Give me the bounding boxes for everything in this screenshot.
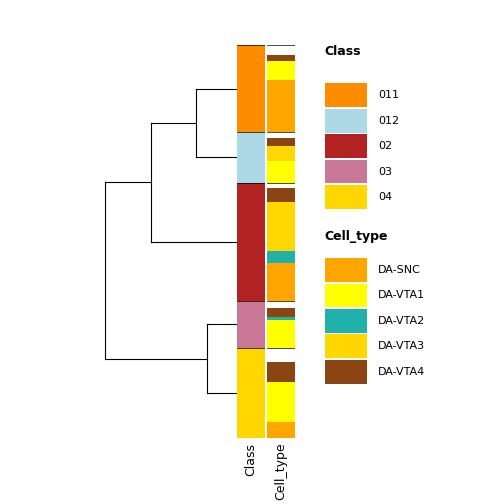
Bar — [325, 360, 367, 384]
Bar — [267, 362, 295, 382]
Text: 012: 012 — [378, 116, 399, 126]
Bar — [267, 55, 295, 61]
Bar — [267, 308, 295, 318]
Bar — [267, 382, 295, 422]
Text: 04: 04 — [378, 192, 392, 202]
Bar — [325, 309, 367, 333]
Bar — [267, 161, 295, 183]
Text: DA-VTA2: DA-VTA2 — [378, 316, 425, 326]
Text: DA-VTA4: DA-VTA4 — [378, 366, 425, 376]
Bar — [267, 320, 295, 348]
Bar — [267, 318, 295, 320]
X-axis label: Class: Class — [244, 443, 257, 476]
Bar — [237, 301, 265, 348]
Bar — [325, 84, 367, 107]
Text: DA-SNC: DA-SNC — [378, 265, 421, 275]
Bar — [325, 334, 367, 358]
Text: Cell_type: Cell_type — [325, 229, 388, 242]
Bar — [325, 258, 367, 282]
Text: 011: 011 — [378, 90, 399, 100]
Bar — [237, 348, 265, 438]
Bar — [325, 283, 367, 307]
Bar — [325, 134, 367, 158]
Bar — [325, 185, 367, 209]
Bar — [267, 202, 295, 251]
Text: Class: Class — [325, 45, 361, 58]
Bar — [267, 187, 295, 202]
X-axis label: Cell_type: Cell_type — [275, 443, 287, 500]
Bar — [237, 132, 265, 183]
Bar — [267, 139, 295, 146]
Bar — [237, 45, 265, 132]
Bar — [325, 160, 367, 183]
Bar — [267, 80, 295, 132]
Bar — [267, 422, 295, 438]
Bar — [267, 61, 295, 80]
Text: DA-VTA1: DA-VTA1 — [378, 290, 425, 300]
Bar — [237, 183, 265, 301]
Bar — [267, 263, 295, 301]
Bar — [325, 109, 367, 133]
Text: DA-VTA3: DA-VTA3 — [378, 341, 425, 351]
Bar — [267, 251, 295, 263]
Bar — [267, 146, 295, 161]
Text: 02: 02 — [378, 141, 392, 151]
Text: 03: 03 — [378, 167, 392, 176]
